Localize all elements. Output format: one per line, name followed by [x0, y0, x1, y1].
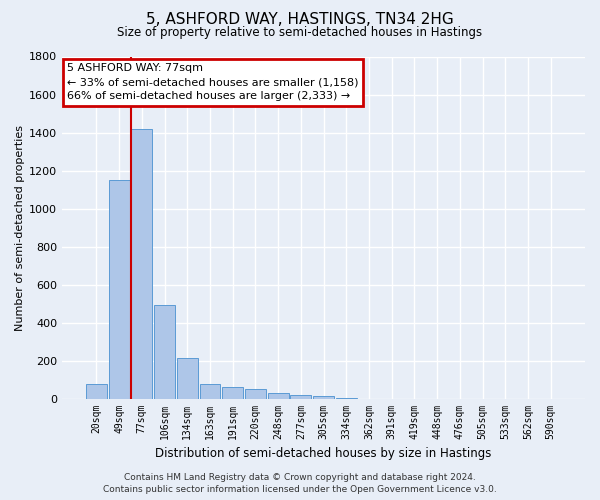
Y-axis label: Number of semi-detached properties: Number of semi-detached properties [15, 124, 25, 330]
Text: 5, ASHFORD WAY, HASTINGS, TN34 2HG: 5, ASHFORD WAY, HASTINGS, TN34 2HG [146, 12, 454, 28]
Bar [131, 128, 152, 398]
Text: 5 ASHFORD WAY: 77sqm
← 33% of semi-detached houses are smaller (1,158)
66% of se: 5 ASHFORD WAY: 77sqm ← 33% of semi-detac… [67, 64, 359, 102]
Bar [245, 389, 266, 398]
Bar [268, 393, 289, 398]
Bar [86, 384, 107, 398]
Text: Contains HM Land Registry data © Crown copyright and database right 2024.
Contai: Contains HM Land Registry data © Crown c… [103, 472, 497, 494]
Bar [313, 396, 334, 398]
X-axis label: Distribution of semi-detached houses by size in Hastings: Distribution of semi-detached houses by … [155, 447, 492, 460]
Bar [222, 387, 243, 398]
Bar [200, 384, 220, 398]
Bar [290, 395, 311, 398]
Text: Size of property relative to semi-detached houses in Hastings: Size of property relative to semi-detach… [118, 26, 482, 39]
Bar [109, 180, 130, 398]
Bar [154, 306, 175, 398]
Bar [177, 358, 198, 399]
